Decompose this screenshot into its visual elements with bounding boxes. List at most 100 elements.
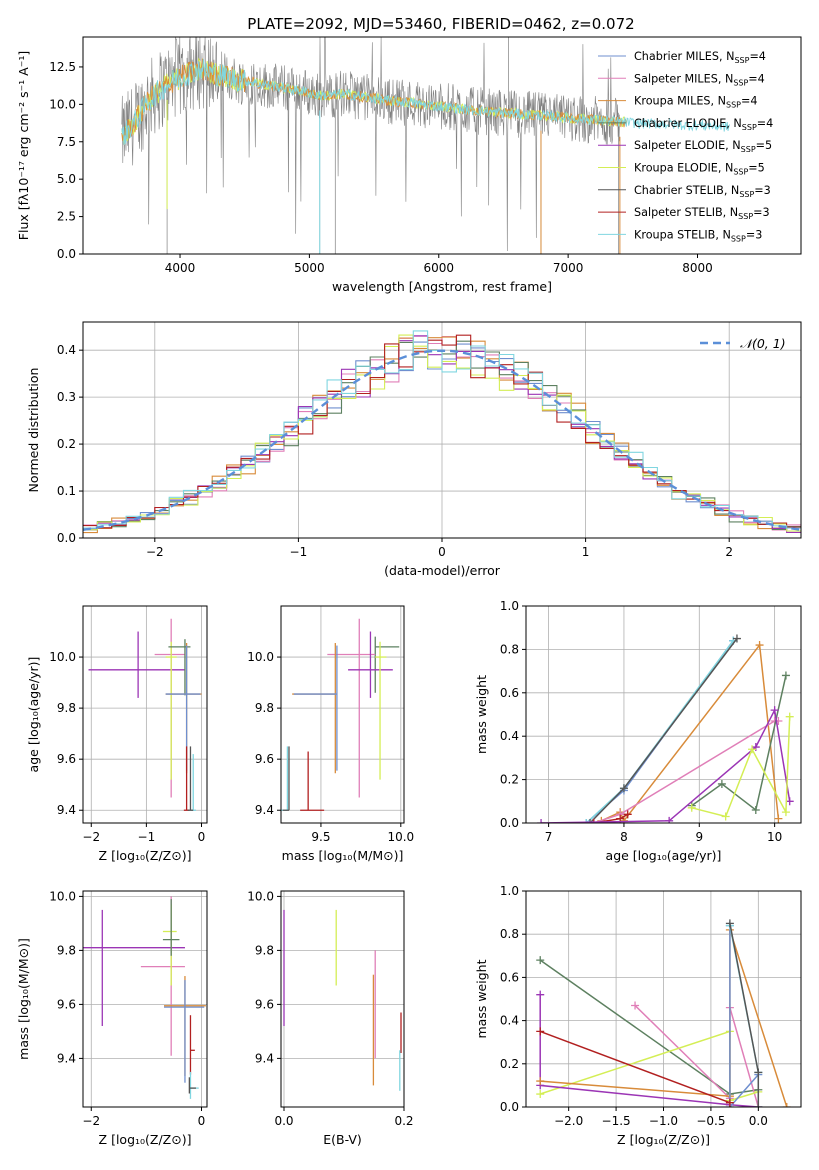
axes-frame: [82, 36, 802, 255]
y-tick-label: 10.0: [49, 889, 76, 903]
y-tick-label: 9.8: [255, 943, 274, 957]
y-axis-label: age [log₁₀(age/yr)]: [26, 657, 41, 773]
y-tick-label: 0.0: [57, 531, 76, 545]
marker-kroupa-elodie: [781, 808, 790, 817]
panel-mass_vs_EBV: 0.0 0.2 9.4 9.6 9.8 10.0 E(B-V): [247, 889, 413, 1147]
x-tick-label: −1.0: [649, 1114, 678, 1128]
plot-area: [83, 896, 206, 1099]
y-tick-label: 9.6: [255, 752, 274, 766]
x-tick-label: 7: [545, 830, 553, 844]
x-tick-label: −2.0: [554, 1114, 583, 1128]
x-axis-label: Z [log₁₀(Z/Z⊙)]: [617, 1132, 710, 1147]
plot-area: [88, 618, 202, 811]
x-tick-label: 5000: [294, 261, 325, 275]
x-tick-label: 9: [695, 830, 703, 844]
x-axis-label: age [log₁₀(age/yr)]: [606, 848, 722, 863]
legend-label-kroupa-stelib: Kroupa STELIB, NSSP=3: [634, 228, 762, 243]
plot-area: [281, 618, 400, 811]
y-axis-label: mass weight: [474, 675, 489, 754]
marker-salpeter-elodie: [536, 990, 545, 999]
marker-salpeter-stelib: [725, 1098, 734, 1107]
marker-salpeter-miles: [631, 1001, 640, 1010]
axes-frame: [82, 890, 208, 1108]
series-line-salpeter-elodie: [539, 994, 759, 1107]
y-tick-label: 0.0: [500, 1100, 519, 1114]
axes-frame: [82, 605, 208, 824]
panel-age_vs_mass: 9.5 10.0 9.4 9.6 9.8 10.0 mass [log₁₀(M/M⊙)]: [247, 605, 414, 863]
axes-frame: [280, 890, 405, 1108]
legend-label-salpeter-elodie: Salpeter ELODIE, NSSP=5: [634, 139, 772, 154]
series-line-kroupa-miles: [600, 643, 780, 823]
marker-salpeter-elodie: [537, 819, 546, 823]
x-tick-label: 2: [725, 545, 733, 559]
panel-mass_vs_Z: −2 0 9.4 9.6 9.8 10.0 Z [log₁₀(Z/Z⊙)] mass [log…: [16, 889, 208, 1147]
y-tick-label: 1.0: [500, 884, 519, 898]
marker-kroupa-miles: [782, 1103, 791, 1107]
y-axis-label: Flux [fλ10⁻¹⁷ erg cm⁻² s⁻¹ A⁻¹]: [16, 51, 31, 240]
marker-chabrier-stelib: [725, 919, 734, 928]
y-tick-label: 9.4: [255, 1051, 274, 1065]
y-axis-label: mass [log₁₀(M/M⊙)]: [16, 938, 31, 1060]
x-tick-label: 6000: [423, 261, 454, 275]
y-tick-label: 10.0: [247, 650, 274, 664]
y-tick-label: 1.0: [500, 599, 519, 613]
y-tick-label: 0.4: [500, 1014, 519, 1028]
legend-label-salpeter-stelib: Salpeter STELIB, NSSP=3: [634, 206, 770, 221]
x-tick-label: −2: [146, 545, 164, 559]
y-tick-label: 5.0: [57, 172, 76, 186]
x-tick-label: 10.0: [387, 830, 414, 844]
marker-chabrier-elodie: [751, 805, 760, 814]
axes-frame: [525, 605, 802, 824]
x-tick-label: −1.5: [602, 1114, 631, 1128]
marker-kroupa-elodie: [687, 803, 696, 812]
series-line-chabrier-elodie: [539, 959, 759, 1095]
x-tick-label: 0: [198, 1114, 206, 1128]
panel-spectrum: 4000 5000 6000 7000 8000 0.0 2.5 5.0 7.5 10.0 12.5…: [16, 36, 802, 294]
y-tick-label: 10.0: [247, 889, 274, 903]
marker-chabrier-stelib: [619, 784, 628, 793]
x-axis-label: mass [log₁₀(M/M⊙)]: [282, 848, 404, 863]
axes-frame: [280, 605, 405, 824]
y-tick-label: 0.6: [500, 970, 519, 984]
x-tick-label: −1: [138, 830, 156, 844]
marker-salpeter-elodie: [770, 706, 779, 715]
y-tick-label: 0.4: [57, 343, 76, 357]
marker-kroupa-elodie: [721, 812, 730, 821]
y-tick-label: 7.5: [57, 135, 76, 149]
marker-kroupa-elodie: [748, 745, 757, 754]
series-line-kroupa-stelib: [585, 640, 734, 823]
x-tick-label: 4000: [165, 261, 196, 275]
x-tick-label: 0.0: [274, 1114, 293, 1128]
legend: Chabrier MILES, NSSP=4 Salpeter MILES, NS…: [598, 50, 773, 243]
x-tick-label: −0.5: [696, 1114, 725, 1128]
legend-label-kroupa-elodie: Kroupa ELODIE, NSSP=5: [634, 162, 765, 177]
plot-area: [283, 909, 402, 1091]
series-line-chabrier-elodie: [691, 675, 787, 812]
y-tick-label: 10.0: [49, 650, 76, 664]
legend-label-chabrier-miles: Chabrier MILES, NSSP=4: [634, 50, 766, 65]
normal-distribution-curve: [83, 349, 801, 531]
y-tick-label: 10.0: [49, 97, 76, 111]
series-line-chabrier-miles: [585, 640, 734, 823]
plot-area: [537, 634, 794, 823]
x-tick-label: 0: [438, 545, 446, 559]
legend-label-chabrier-stelib: Chabrier STELIB, NSSP=3: [634, 184, 771, 199]
legend-label-chabrier-elodie: Chabrier ELODIE, NSSP=4: [634, 117, 773, 132]
x-tick-label: 0.2: [394, 1114, 413, 1128]
x-axis-label: Z [log₁₀(Z/Z⊙)]: [99, 848, 192, 863]
panel-residuals: −2 −1 0 1 2 0.0 0.1 0.2 0.3 0.4 (data-model)/error…: [26, 321, 802, 578]
x-axis-label: E(B-V): [323, 1132, 362, 1147]
y-tick-label: 12.5: [49, 60, 76, 74]
y-tick-label: 0.6: [500, 686, 519, 700]
x-tick-label: −2: [82, 1114, 100, 1128]
y-tick-label: 9.8: [255, 701, 274, 715]
marker-salpeter-stelib: [536, 1027, 545, 1036]
plot-area: [83, 330, 801, 534]
y-tick-label: 0.1: [57, 484, 76, 498]
x-tick-label: 7000: [553, 261, 584, 275]
marker-kroupa-elodie: [536, 1090, 545, 1099]
x-axis-label: (data-model)/error: [384, 563, 501, 578]
marker-chabrier-stelib: [754, 1103, 763, 1107]
y-tick-label: 0.3: [57, 390, 76, 404]
panel-massweight_vs_Z: −2.0 −1.5 −1.0 −0.5 0.0 0.0 0.2 0.4 0.6 0.8 1.0 Z […: [474, 884, 802, 1147]
